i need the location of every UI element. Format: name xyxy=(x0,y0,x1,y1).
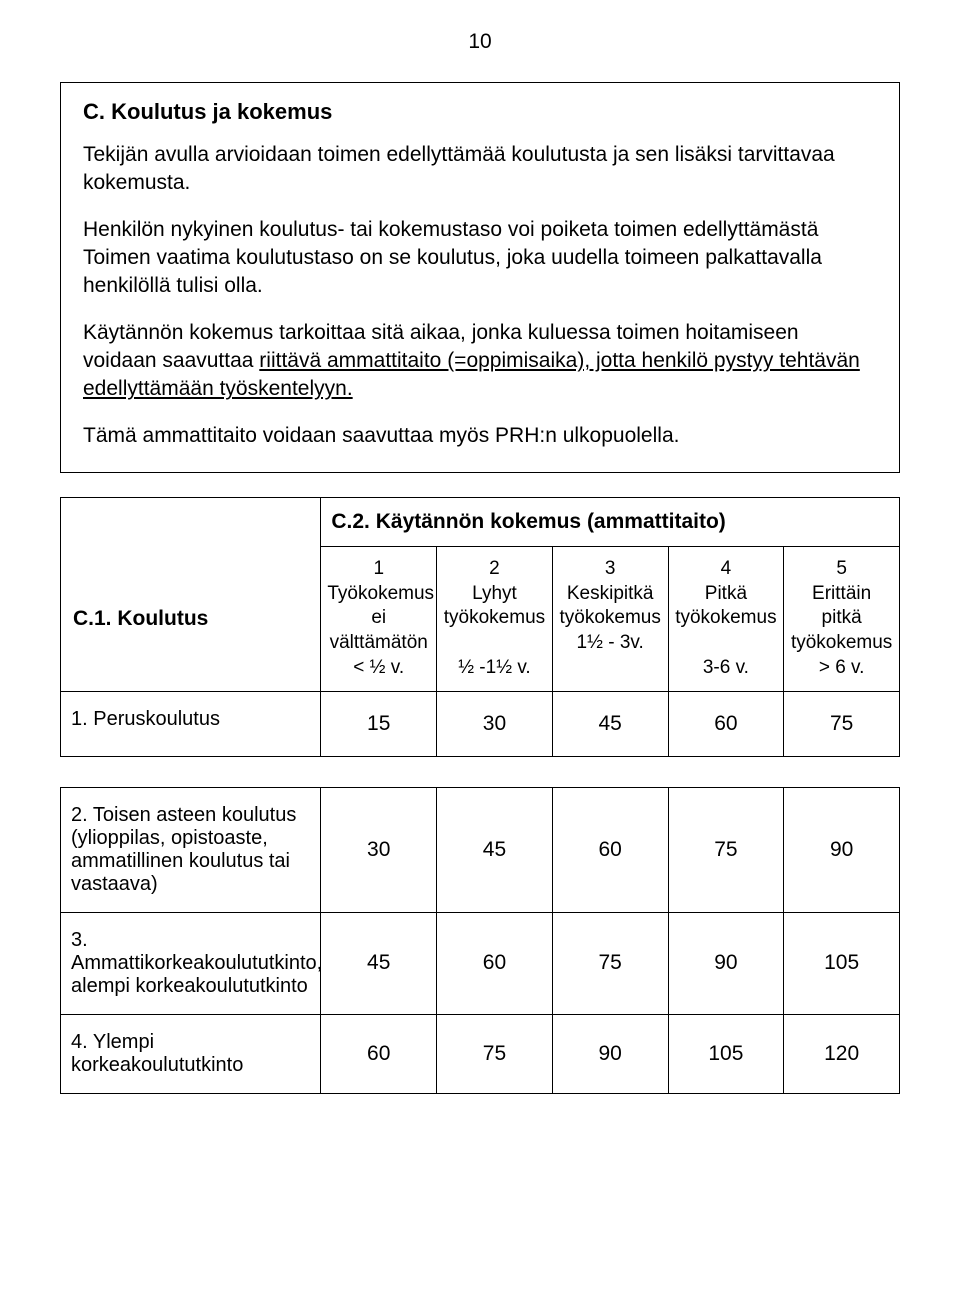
col-header: 5 Erittäin pitkä työkokemus > 6 v. xyxy=(784,547,900,691)
cell: 60 xyxy=(321,1014,437,1093)
cell: 45 xyxy=(321,912,437,1014)
row-label: 2. Toisen asteen koulutus (ylioppilas, o… xyxy=(61,787,321,912)
row-label: 3. Ammattikorkeakoulututkinto, alempi ko… xyxy=(61,912,321,1014)
section-title: C. Koulutus ja kokemus xyxy=(83,99,877,125)
cell: 30 xyxy=(321,787,437,912)
koulutus-table-2: 2. Toisen asteen koulutus (ylioppilas, o… xyxy=(60,787,900,1094)
col-header: 1 Työkokemus ei välttämätön < ½ v. xyxy=(321,547,437,691)
table-row: 1. Peruskoulutus 15 30 45 60 75 xyxy=(61,691,900,756)
cell: 120 xyxy=(784,1014,900,1093)
koulutus-table: C.2. Käytännön kokemus (ammattitaito) C.… xyxy=(60,497,900,756)
col-num: 4 xyxy=(675,557,778,582)
col-text: Työkokemus ei välttämätön < ½ v. xyxy=(327,582,430,681)
table-row: 3. Ammattikorkeakoulututkinto, alempi ko… xyxy=(61,912,900,1014)
page-number: 10 xyxy=(60,30,900,54)
paragraph-2: Henkilön nykyinen koulutus- tai kokemust… xyxy=(83,216,877,301)
col-num: 5 xyxy=(790,557,893,582)
col-num: 2 xyxy=(443,557,546,582)
col-num: 1 xyxy=(327,557,430,582)
col-num: 3 xyxy=(559,557,662,582)
cell: 45 xyxy=(552,691,668,756)
cell: 60 xyxy=(668,691,784,756)
section-c-box: C. Koulutus ja kokemus Tekijän avulla ar… xyxy=(60,82,900,473)
cell: 60 xyxy=(437,912,553,1014)
cell: 45 xyxy=(437,787,553,912)
paragraph-3: Käytännön kokemus tarkoittaa sitä aikaa,… xyxy=(83,319,877,404)
col-text: Keskipitkä työkokemus 1½ - 3v. xyxy=(559,582,662,656)
table-row: C.2. Käytännön kokemus (ammattitaito) xyxy=(61,498,900,547)
cell: 15 xyxy=(321,691,437,756)
table-row: 4. Ylempi korkeakoulututkinto 60 75 90 1… xyxy=(61,1014,900,1093)
paragraph-4: Tämä ammattitaito voidaan saavuttaa myös… xyxy=(83,422,877,450)
row-label: 1. Peruskoulutus xyxy=(61,691,321,756)
c2-header: C.2. Käytännön kokemus (ammattitaito) xyxy=(321,498,900,547)
table-row: C.1. Koulutus 1 Työkokemus ei välttämätö… xyxy=(61,547,900,691)
cell: 60 xyxy=(552,787,668,912)
cell: 90 xyxy=(552,1014,668,1093)
page: 10 C. Koulutus ja kokemus Tekijän avulla… xyxy=(0,0,960,1313)
cell: 30 xyxy=(437,691,553,756)
col-text: Pitkä työkokemus 3-6 v. xyxy=(675,582,778,681)
cell: 90 xyxy=(668,912,784,1014)
col-text: Lyhyt työkokemus ½ -1½ v. xyxy=(443,582,546,681)
col-text: Erittäin pitkä työkokemus > 6 v. xyxy=(790,582,893,681)
col-header: 4 Pitkä työkokemus 3-6 v. xyxy=(668,547,784,691)
col-header: 2 Lyhyt työkokemus ½ -1½ v. xyxy=(437,547,553,691)
col-header: 3 Keskipitkä työkokemus 1½ - 3v. xyxy=(552,547,668,691)
cell: 75 xyxy=(668,787,784,912)
cell: 75 xyxy=(552,912,668,1014)
table-row: 2. Toisen asteen koulutus (ylioppilas, o… xyxy=(61,787,900,912)
cell: 105 xyxy=(668,1014,784,1093)
cell: 75 xyxy=(784,691,900,756)
paragraph-1: Tekijän avulla arvioidaan toimen edellyt… xyxy=(83,141,877,198)
cell: 90 xyxy=(784,787,900,912)
c1-header: C.1. Koulutus xyxy=(61,547,321,691)
cell: 105 xyxy=(784,912,900,1014)
row-label: 4. Ylempi korkeakoulututkinto xyxy=(61,1014,321,1093)
cell: 75 xyxy=(437,1014,553,1093)
